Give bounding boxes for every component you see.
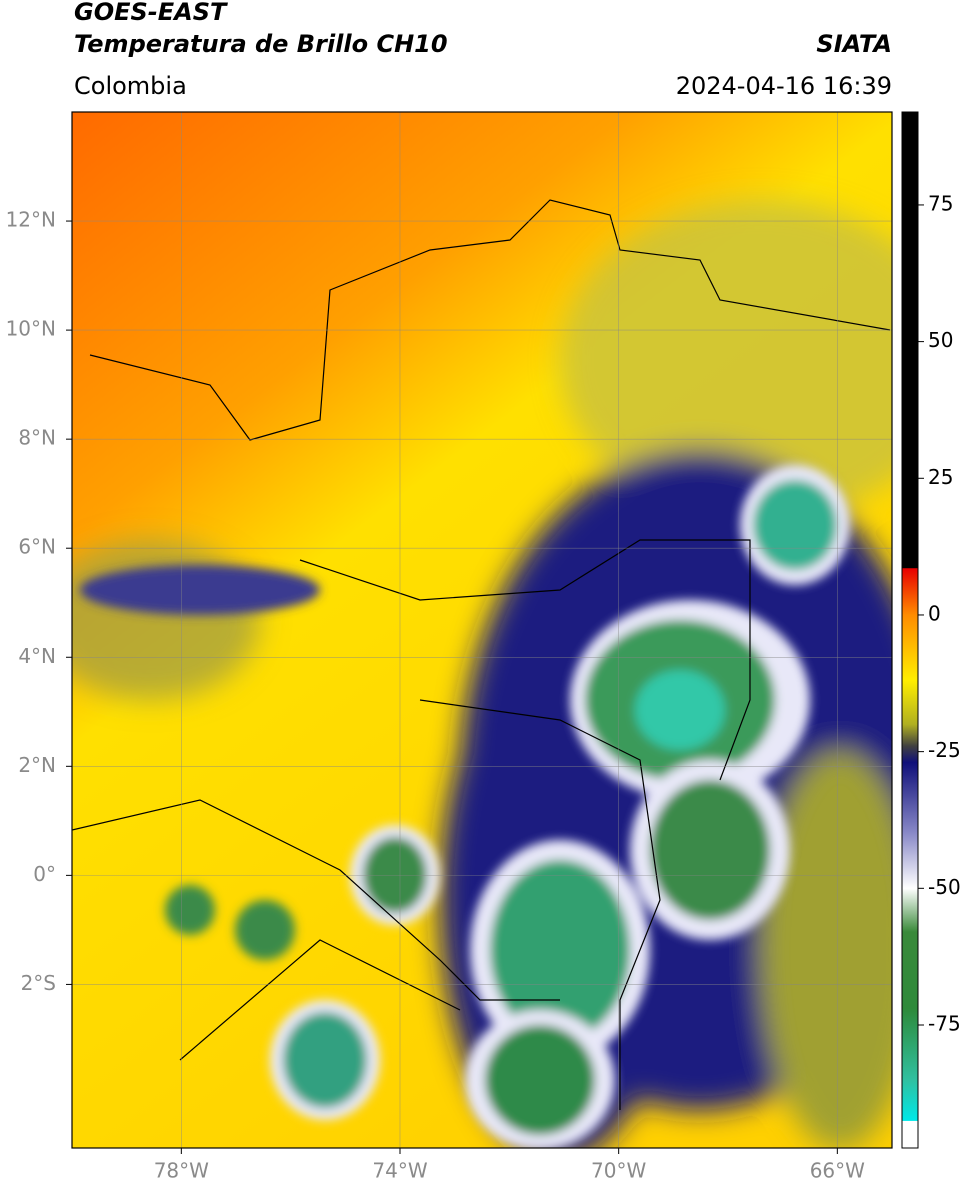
satellite-image	[72, 112, 892, 1148]
lon-tick-label: 74°W	[372, 1159, 427, 1183]
colorbar	[901, 111, 919, 1149]
lat-tick-label: 12°N	[6, 208, 56, 232]
lat-tick-label: 10°N	[6, 317, 56, 341]
lon-tick-label: 70°W	[591, 1159, 646, 1183]
lon-tick-label: 66°W	[810, 1159, 865, 1183]
colorbar-tick-label: -75	[928, 1011, 961, 1035]
colorbar-tick-label: 0	[928, 601, 941, 625]
lat-tick-label: 8°N	[18, 426, 56, 450]
colorbar-tick-label: -50	[928, 875, 961, 899]
colorbar-tick-label: 50	[928, 328, 953, 352]
lat-tick-label: 0°	[33, 862, 56, 886]
lon-tick-label: 78°W	[154, 1159, 209, 1183]
colorbar-tick-label: 75	[928, 191, 953, 215]
lat-tick-label: 2°N	[18, 753, 56, 777]
subtitle: Temperatura de Brillo CH10	[74, 30, 448, 58]
datetime: 2024-04-16 16:39	[676, 72, 892, 100]
lat-tick-label: 6°N	[18, 535, 56, 559]
region: Colombia	[74, 72, 187, 100]
colorbar-tick-label: -25	[928, 738, 961, 762]
source: SIATA	[816, 30, 892, 58]
borders	[72, 199, 891, 1110]
map-frame	[71, 111, 893, 1149]
title: GOES-EAST	[74, 0, 228, 26]
colorbar-tick-label: 25	[928, 465, 953, 489]
lat-tick-label: 4°N	[18, 644, 56, 668]
lat-tick-label: 2°S	[21, 971, 56, 995]
grid	[72, 112, 892, 1148]
